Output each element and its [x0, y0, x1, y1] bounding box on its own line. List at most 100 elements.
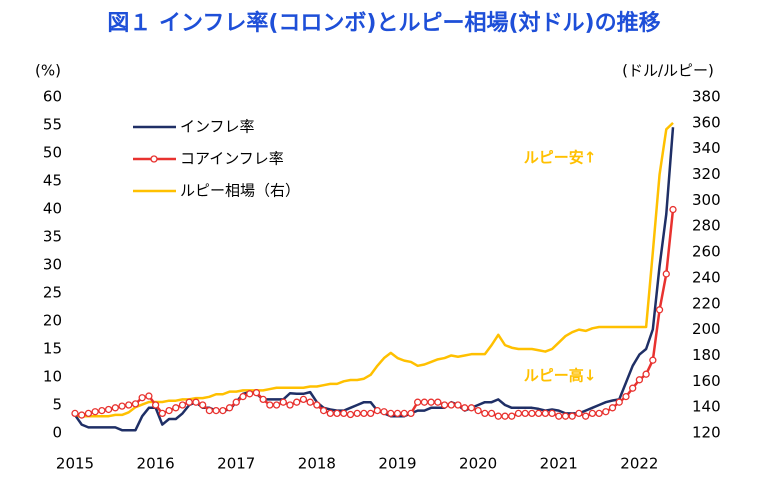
series-marker: [588, 409, 597, 418]
series-marker: [131, 400, 140, 408]
series-marker: [219, 406, 227, 415]
y-tick-label: 35: [43, 228, 62, 246]
series-marker: [662, 270, 670, 278]
series-marker: [111, 404, 119, 412]
series-marker: [286, 401, 294, 409]
series-marker: [138, 394, 146, 402]
series-marker: [635, 376, 644, 384]
series-marker: [259, 395, 267, 404]
series-marker: [508, 412, 516, 420]
series-marker: [608, 404, 617, 412]
series-marker: [407, 409, 415, 418]
series-marker: [501, 412, 509, 420]
y2-tick-label: 300: [692, 191, 721, 209]
y-tick-label: 55: [43, 116, 62, 134]
series-marker: [340, 409, 348, 418]
series-marker: [98, 406, 106, 415]
y2-tick-label: 380: [692, 88, 721, 106]
y2-tick-label: 360: [692, 113, 721, 131]
series-marker: [225, 404, 234, 412]
series-marker: [360, 409, 368, 418]
x-tick-label: 2018: [298, 455, 336, 473]
series-marker: [387, 409, 395, 418]
y2-tick-label: 260: [692, 243, 721, 261]
series-marker: [172, 404, 180, 412]
series-marker: [266, 401, 274, 409]
series-marker: [447, 401, 455, 409]
series-marker: [104, 405, 113, 414]
annotation: ルピー安↑: [524, 149, 597, 167]
x-tick-label: 2015: [56, 455, 94, 473]
y2-tick-label: 200: [692, 320, 721, 338]
series-marker: [434, 398, 442, 406]
y-tick-label: 30: [43, 256, 62, 274]
series-marker: [326, 409, 334, 418]
series-marker: [622, 392, 630, 401]
series-marker: [125, 401, 133, 409]
series-marker: [494, 412, 502, 420]
series-marker: [84, 409, 93, 418]
series-marker: [205, 406, 214, 415]
series-marker: [232, 398, 240, 406]
series-marker: [461, 404, 469, 412]
x-tick-label: 2022: [620, 455, 658, 473]
series-marker: [534, 409, 543, 418]
series-marker: [521, 409, 529, 418]
series-marker: [487, 409, 496, 418]
series-marker: [595, 409, 603, 418]
y2-tick-label: 180: [692, 346, 721, 364]
series-marker: [481, 409, 489, 418]
y2-tick-label: 140: [692, 398, 721, 416]
series-line: [74, 209, 675, 418]
series-marker: [528, 409, 536, 418]
series-marker: [629, 384, 637, 392]
series-marker: [272, 401, 281, 409]
series-marker: [299, 395, 308, 404]
series-marker: [440, 401, 449, 409]
legend-label: コアインフレ率: [180, 150, 284, 168]
series-marker: [279, 398, 287, 406]
series-marker: [615, 398, 623, 406]
y2-tick-label: 320: [692, 165, 721, 183]
y-tick-label: 0: [52, 424, 62, 442]
y-tick-label: 50: [43, 144, 62, 162]
series-marker: [178, 401, 187, 409]
series-marker: [414, 398, 422, 406]
series-marker: [655, 306, 664, 314]
series-marker: [158, 409, 166, 418]
series-marker: [145, 392, 153, 400]
series-marker: [467, 404, 476, 412]
y-tick-label: 45: [43, 172, 62, 190]
y2-tick-label: 220: [692, 294, 721, 312]
series-marker: [380, 408, 388, 416]
series-marker: [71, 409, 79, 418]
series-marker: [400, 409, 408, 418]
chart-title: 図１ インフレ率(コロンボ)とルピー相場(対ドル)の推移: [107, 10, 660, 36]
y2-tick-label: 280: [692, 217, 721, 235]
y2-tick-label: 160: [692, 372, 721, 390]
series-marker: [353, 409, 361, 418]
series-marker: [555, 412, 563, 420]
series-marker: [373, 406, 382, 415]
series-marker: [474, 406, 482, 415]
series-marker: [199, 401, 207, 409]
series-marker: [151, 401, 160, 409]
series-marker: [427, 398, 435, 406]
series-marker: [293, 398, 301, 406]
series-marker: [420, 398, 429, 406]
series-marker: [319, 406, 328, 415]
series-marker: [669, 205, 677, 214]
series-marker: [239, 392, 247, 401]
legend-marker: [150, 155, 158, 163]
series-marker: [393, 409, 402, 418]
series-marker: [192, 398, 200, 406]
series-marker: [252, 389, 261, 397]
series-marker: [91, 408, 99, 416]
annotation: ルピー高↓: [524, 367, 597, 385]
series-marker: [568, 412, 576, 420]
y2-tick-label: 340: [692, 139, 721, 157]
series-marker: [649, 356, 657, 364]
series-marker: [212, 406, 220, 415]
y-tick-label: 20: [43, 312, 62, 330]
series-line: [75, 121, 674, 418]
